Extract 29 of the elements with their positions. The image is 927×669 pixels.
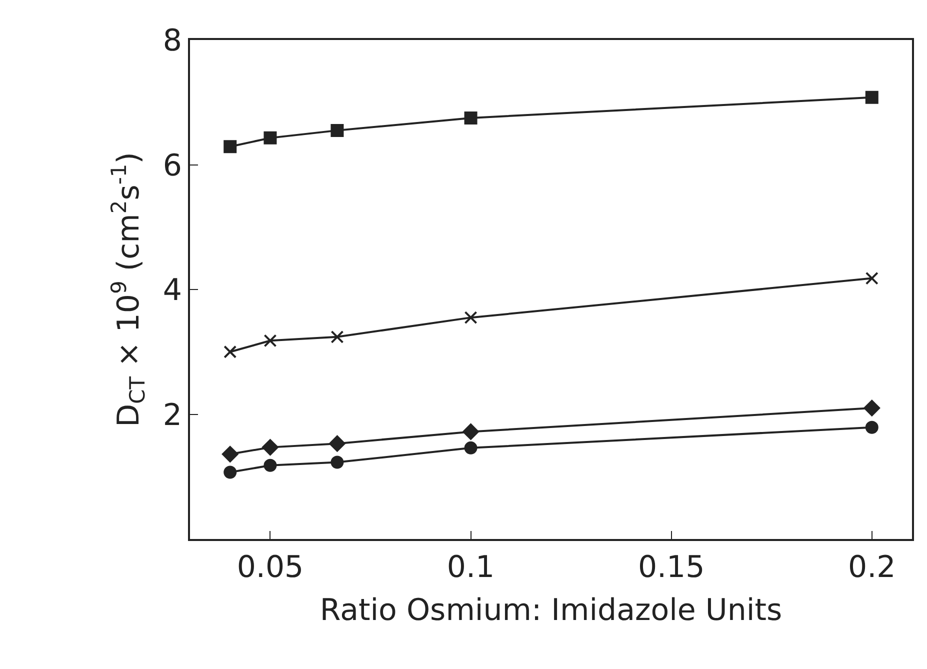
y-tick-label: 6	[162, 148, 182, 184]
x-tick-label: 0.2	[848, 550, 896, 585]
point	[329, 435, 346, 452]
x-axis-title: Ratio Osmium: Imidazole Units	[320, 593, 782, 628]
point	[462, 424, 479, 440]
point	[224, 345, 237, 358]
point	[464, 111, 478, 124]
point	[222, 446, 238, 462]
point	[865, 90, 878, 104]
y-tick-label: 4	[162, 273, 182, 308]
point	[330, 124, 344, 137]
y-tick-label: 2	[162, 398, 182, 433]
point	[330, 330, 344, 344]
x-tick-label: 0.15	[638, 550, 705, 585]
point	[264, 334, 277, 348]
point	[464, 311, 478, 324]
point	[865, 272, 878, 285]
point	[865, 420, 878, 434]
point	[464, 441, 478, 454]
point	[224, 466, 237, 479]
point	[262, 439, 278, 456]
point	[264, 131, 277, 144]
x-tick-label: 0.1	[446, 550, 495, 585]
point	[264, 458, 277, 472]
x-tick-label: 0.05	[236, 550, 304, 585]
point	[224, 140, 237, 154]
point	[330, 456, 344, 469]
point	[864, 400, 880, 416]
y-tick-label: 8	[162, 24, 182, 58]
